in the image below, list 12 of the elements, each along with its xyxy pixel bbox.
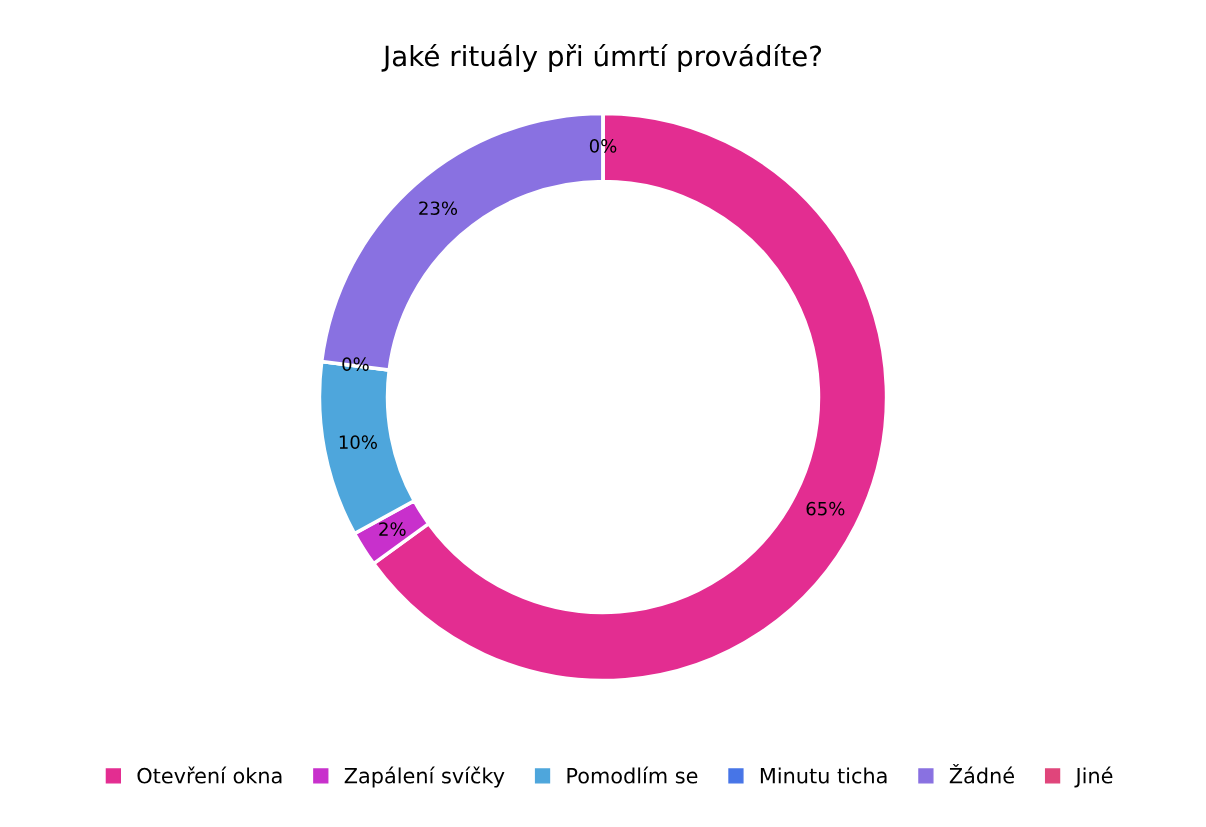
data-label: 2% [379,522,406,536]
data-label: 23% [419,201,458,216]
data-label: 65% [806,501,845,516]
data-label: 10% [339,435,377,449]
legend-label: Minutu ticha [760,767,887,784]
legend-label: Otevření okna [137,766,282,784]
legend-label: Jiné [1074,766,1113,788]
legend-label: Zapálení svíčky [344,766,505,788]
legend-label: Pomodlím se [567,766,698,784]
legend-label: Žádné [949,763,1014,784]
text: 0% [342,357,369,371]
chart-title: Jaké rituály při úmrtí provádíte? [381,43,822,72]
